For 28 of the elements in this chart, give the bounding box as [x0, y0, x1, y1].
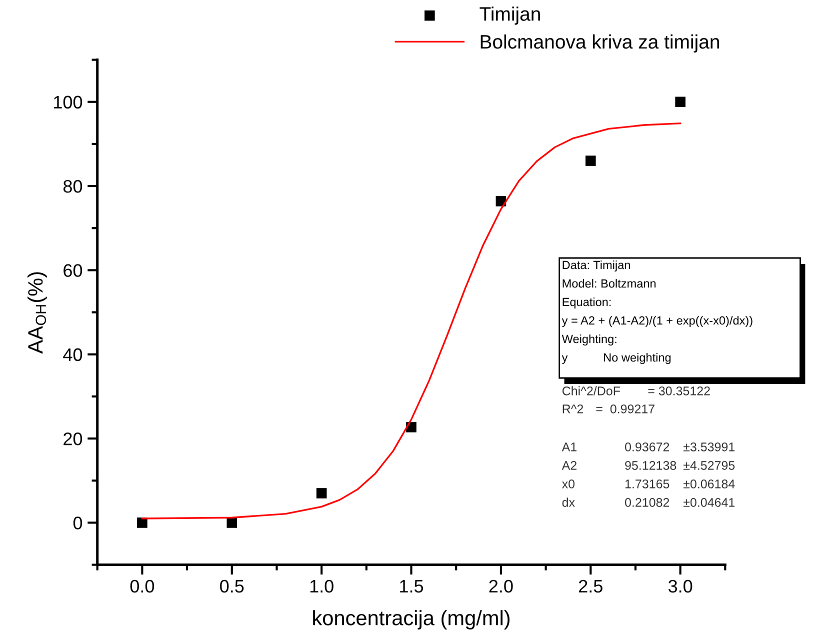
x-tick-label: 0.0 — [130, 580, 154, 593]
x-tick-label: 2.0 — [489, 580, 513, 593]
y-axis-title: AA$_{OH}$(%) — [28, 272, 47, 354]
point — [585, 156, 596, 166]
annotation: R^2 = 0.99217 — [562, 404, 654, 414]
legend-label: Bolcmanova kriva za timijan — [480, 34, 719, 53]
legend-label: Timijan — [480, 6, 540, 25]
x-tick-label: 0.5 — [220, 580, 244, 593]
point — [316, 488, 327, 498]
text: A2 95.12138 ±4.52795 — [562, 461, 735, 470]
text: Chi^2/DoF = 30.35122 — [562, 386, 710, 396]
point — [675, 96, 686, 108]
y-tick-label: 60 — [64, 264, 82, 277]
y-tick-label: 80 — [63, 180, 82, 193]
y-tick-label: 100 — [54, 96, 82, 109]
y-tick-label: 40 — [63, 348, 82, 362]
x-tick-label: 1.0 — [310, 580, 334, 593]
y-tick-label: 0 — [73, 516, 82, 530]
text: Data: Timijan Model: Boltzmann Equation: y = A2 + (A1-A2)/(1 + exp((x-x0)/dx)) Weighting: y No weighting — [562, 260, 752, 364]
text: A1 0.93672 ±3.53991 — [562, 442, 735, 452]
y-tick-label: 20 — [64, 432, 82, 446]
x-tick-label: 3.0 — [668, 580, 692, 593]
x-tick-label: 2.5 — [579, 580, 602, 593]
text: dx 0.21082 ±0.04641 — [562, 498, 735, 507]
x-axis-title: koncentracija (mg/ml) — [313, 610, 510, 630]
text: x0 1.73165 ±0.06184 — [562, 480, 735, 488]
x-tick-label: 1.5 — [400, 580, 424, 593]
point — [226, 518, 238, 528]
